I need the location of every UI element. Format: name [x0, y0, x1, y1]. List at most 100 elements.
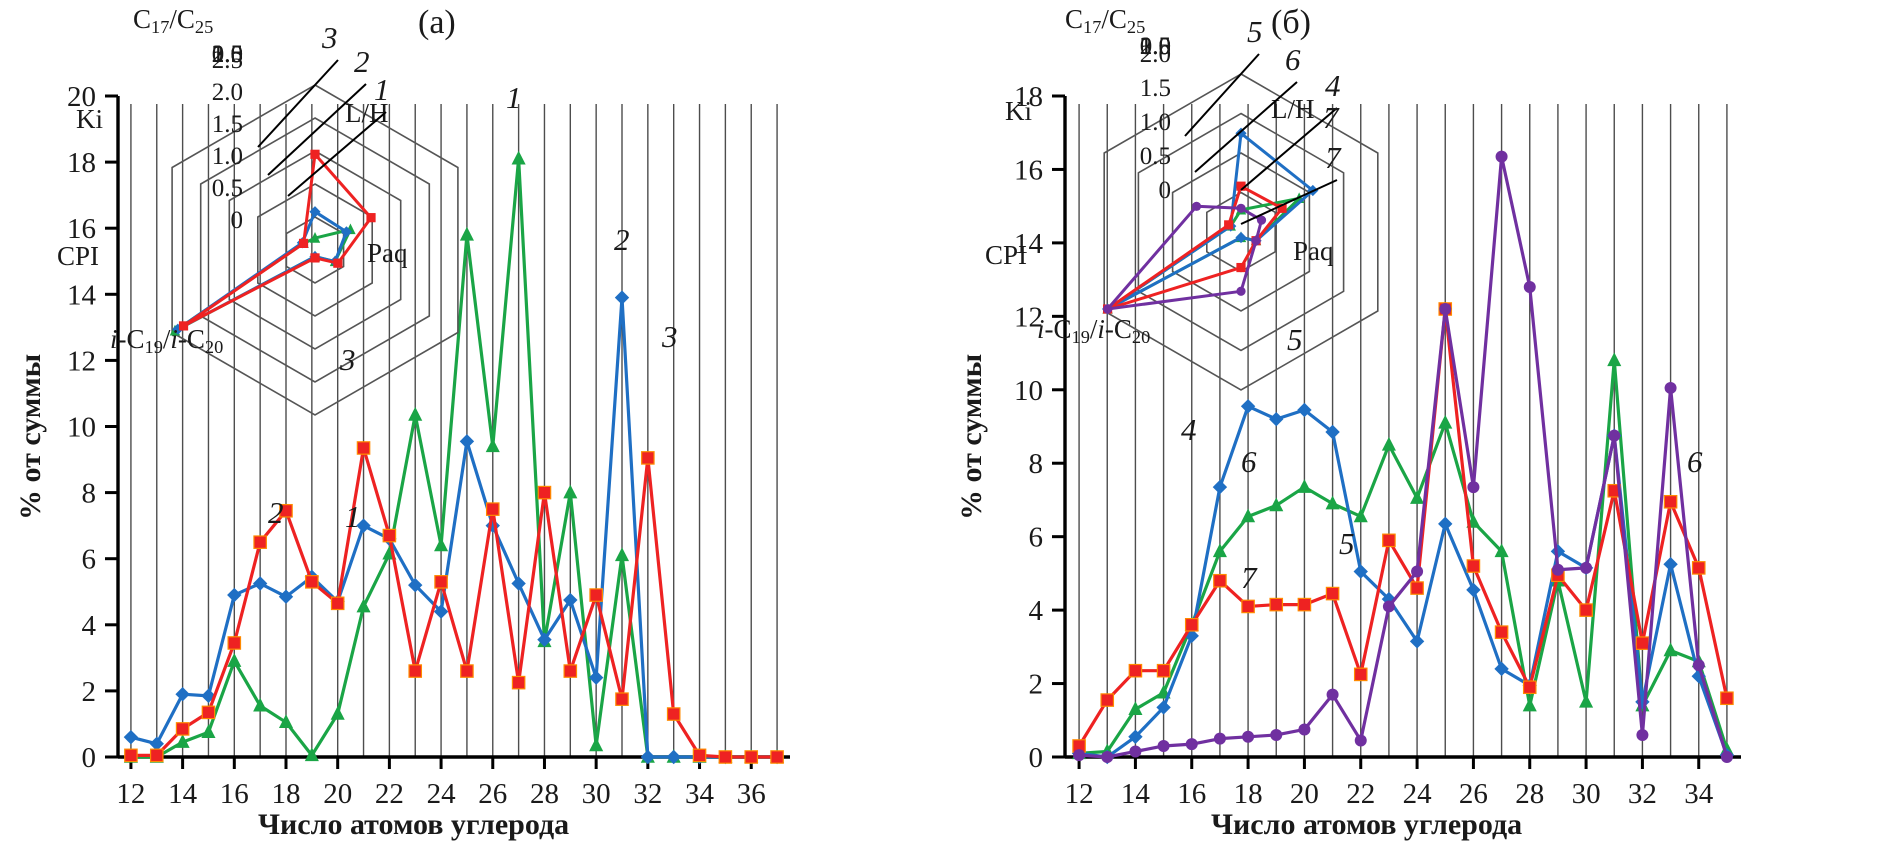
radar-scale-label-a: 2.0 [212, 79, 243, 106]
x-tick-label: 32 [1628, 778, 1657, 810]
data-point-3-33 [666, 707, 681, 721]
data-point-5-32 [1635, 694, 1650, 710]
data-point-7-20 [1298, 723, 1311, 736]
panel-a-title: (а) [418, 4, 456, 41]
x-tick-label: 16 [220, 778, 249, 810]
data-point-4-23 [1381, 436, 1396, 451]
series-tag-2: 2 [614, 222, 630, 257]
data-point-3-29 [563, 664, 578, 678]
data-point-5-18 [1240, 399, 1256, 414]
series-tag-7: 7 [1323, 100, 1340, 135]
y-tick-label: 2 [1029, 669, 1044, 701]
data-point-3-21 [356, 441, 371, 455]
data-point-6-26 [1466, 559, 1481, 573]
x-tick-label: 20 [1290, 778, 1319, 810]
data-point-7-21 [1326, 688, 1339, 701]
series-7 [1073, 150, 1733, 763]
radar-scale-label: 2.0 [212, 41, 243, 68]
radar-series-tag-6: 6 [1285, 42, 1301, 77]
series-tag-3: 3 [339, 342, 356, 377]
y-tick-label: 4 [1029, 595, 1044, 627]
radar-point-2-4 [172, 323, 184, 335]
data-point-4-14 [1128, 701, 1143, 716]
axes [1052, 94, 1741, 769]
radar-series-tag-3: 3 [321, 20, 338, 55]
data-point-6-35 [1720, 691, 1734, 706]
data-point-7-24 [1411, 565, 1424, 578]
series-line-4 [1078, 358, 1729, 755]
data-point-3-20 [330, 596, 345, 611]
radar-point-6-1 [1277, 203, 1287, 213]
data-point-7-19 [1270, 728, 1283, 741]
data-point-4-30 [1579, 693, 1594, 708]
y-tick-label: 8 [82, 478, 97, 510]
data-point-7-18 [1242, 730, 1255, 743]
x-tick-label: 36 [737, 778, 766, 810]
series-tag-3: 3 [661, 319, 678, 354]
data-point-2-24 [433, 604, 449, 619]
data-point-6-33 [1663, 494, 1678, 509]
leader-line-5 [1184, 53, 1260, 137]
data-point-7-32 [1636, 728, 1649, 741]
data-point-3-25 [460, 664, 474, 678]
radar-point-7-3 [1236, 286, 1246, 296]
data-point-4-27 [1494, 543, 1509, 558]
x-tick-label: 16 [1177, 778, 1206, 810]
radar-point-3-2 [333, 258, 343, 268]
data-point-2-21 [356, 518, 371, 533]
radar-axis-label: i-C19/i-C20 [110, 324, 223, 357]
y-tick-label: 16 [67, 213, 96, 245]
series-tag-5: 5 [1287, 322, 1303, 357]
data-point-4-31 [1607, 352, 1622, 367]
x-tick-label: 20 [323, 778, 352, 810]
series-tag-6: 6 [1687, 444, 1703, 479]
y-tick-label: 6 [82, 544, 97, 576]
data-point-3-28 [537, 485, 552, 500]
x-tick-label: 24 [1403, 778, 1433, 810]
leader-line-6 [1194, 81, 1298, 173]
data-point-1-26 [485, 438, 500, 453]
series-3 [124, 441, 784, 764]
y-tick-label: 14 [1014, 228, 1044, 260]
radar-scale-label-b: 1.5 [1140, 75, 1171, 102]
data-point-2-25 [459, 434, 475, 449]
data-point-1-19 [304, 747, 319, 762]
data-point-3-14 [175, 722, 190, 736]
radar-scale-label: 1.5 [212, 41, 243, 68]
data-point-7-15 [1157, 739, 1170, 752]
data-point-1-17 [253, 697, 268, 712]
data-point-2-18 [278, 589, 294, 604]
series-tag-6: 6 [1241, 444, 1257, 479]
data-point-4-33 [1663, 642, 1678, 657]
data-point-7-31 [1608, 429, 1621, 442]
data-point-3-26 [485, 502, 500, 516]
data-point-3-36 [744, 750, 759, 764]
radar-ring-3 [228, 150, 402, 350]
radar-scale-label: 0.5 [1140, 33, 1171, 60]
data-point-7-30 [1580, 561, 1593, 574]
y-tick-label: 14 [67, 279, 97, 311]
x-tick-label: 34 [1684, 778, 1714, 810]
radar-axis-label: CPI [57, 241, 99, 271]
data-point-2-23 [408, 577, 423, 593]
data-point-3-37 [770, 750, 784, 764]
radar-point-3-1 [366, 213, 376, 223]
stem-lines [1078, 104, 1728, 757]
axes [105, 94, 790, 769]
x-tick-label: 30 [1572, 778, 1601, 810]
series-line-3 [130, 446, 778, 759]
radar-scale-label: 1.0 [212, 41, 243, 68]
data-point-1-23 [408, 406, 423, 421]
data-point-4-24 [1410, 490, 1425, 504]
radar-point-3-4 [178, 321, 189, 331]
radar-scale-label-b: 1.0 [1140, 109, 1171, 136]
y-tick-label: 18 [67, 147, 96, 179]
x-tick-label: 32 [633, 778, 662, 810]
data-point-7-27 [1495, 150, 1508, 163]
data-point-6-24 [1410, 581, 1424, 595]
radar-series-tag-7: 7 [1325, 140, 1342, 175]
